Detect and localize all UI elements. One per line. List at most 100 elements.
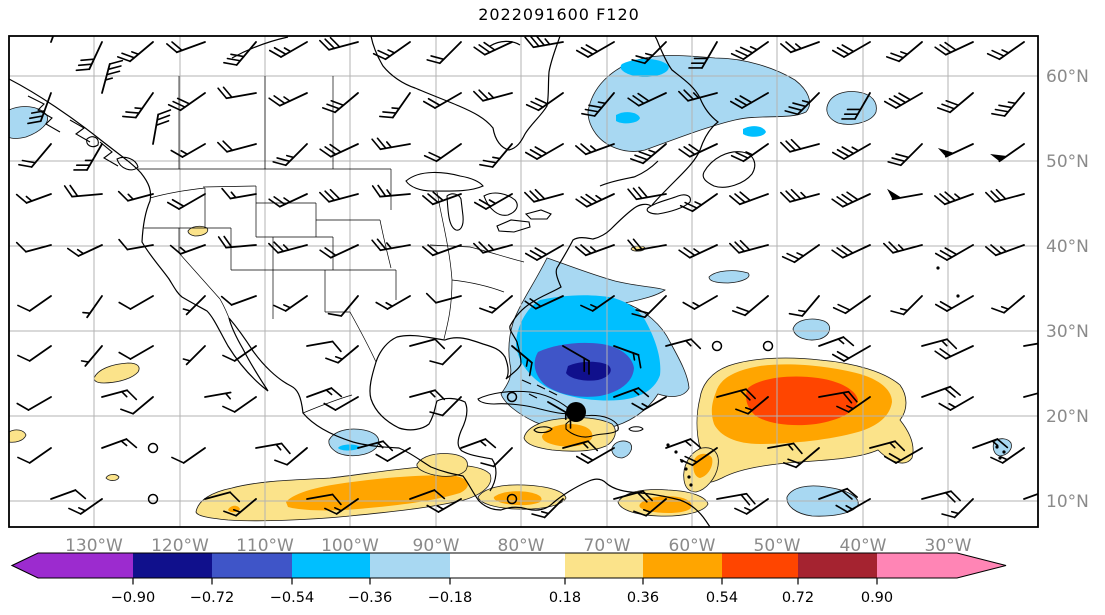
wind-barb <box>422 244 462 257</box>
wind-barb <box>120 396 154 415</box>
political-border <box>469 246 525 263</box>
wind-barb <box>170 143 206 158</box>
lake-outline <box>496 219 531 233</box>
wind-barb <box>524 188 564 203</box>
basemap <box>9 36 1006 527</box>
wind-barb <box>835 498 871 513</box>
wind-barb <box>323 396 359 411</box>
wind-barb <box>941 498 974 519</box>
wind-barb <box>473 193 513 210</box>
wind-barb <box>473 241 513 254</box>
wind-barb <box>268 41 308 58</box>
wind-barb <box>479 295 513 314</box>
wind-barb <box>167 92 206 112</box>
chart-title: 2022091600 F120 <box>478 5 640 24</box>
wind-barb <box>171 447 206 464</box>
wind-barb <box>678 244 718 259</box>
wind-barb <box>426 498 462 513</box>
wind-barb <box>50 489 87 500</box>
lon-tick-label: 30°W <box>925 536 972 556</box>
political-border <box>202 185 257 188</box>
wind-barb <box>80 345 103 367</box>
wind-barb <box>118 295 154 310</box>
lake-outline <box>446 193 464 231</box>
wind-barb <box>627 238 667 252</box>
island-outline <box>27 95 61 133</box>
baja-pos-streak <box>93 362 140 384</box>
wind-barb <box>730 41 769 61</box>
guatemala-pos <box>416 453 468 477</box>
wind-barb <box>223 498 257 517</box>
wind-barb <box>575 143 615 156</box>
wind-barb <box>832 295 871 315</box>
wind-barb <box>371 238 411 252</box>
pacific-pos-core <box>286 475 468 511</box>
wind-barb <box>217 140 257 153</box>
wind-barb <box>783 447 820 469</box>
wind-barb <box>50 36 55 43</box>
labrador-sea-neg <box>826 91 877 125</box>
wind-barb <box>319 143 359 158</box>
wind-barb <box>734 498 769 515</box>
island-outline <box>533 426 553 434</box>
wind-barb <box>678 143 718 158</box>
wind-barb <box>934 295 974 312</box>
wind-barb <box>524 244 564 261</box>
wind-barb <box>990 447 1025 464</box>
wind-barb <box>17 295 52 312</box>
wind-barb <box>631 295 667 319</box>
wind-barb <box>460 438 497 449</box>
colorbar-right-arrow <box>957 553 1006 578</box>
wind-barb <box>204 491 241 503</box>
lon-tick-label: 90°W <box>413 536 460 556</box>
island-outline <box>521 379 532 385</box>
wind-barb <box>220 295 257 306</box>
coastline <box>599 160 659 187</box>
wind-barb <box>986 41 1025 61</box>
wind-barb <box>780 138 820 153</box>
wind-barb <box>972 438 1009 449</box>
wind-barb <box>784 92 820 116</box>
wind-barb <box>788 295 820 317</box>
wind-barb <box>322 92 359 114</box>
wind-barb <box>15 193 52 204</box>
coastline <box>375 203 652 380</box>
wind-barb <box>272 143 308 167</box>
political-border <box>379 219 392 269</box>
political-border <box>429 244 471 248</box>
wind-barb <box>575 447 615 464</box>
quebec-neg-core-1 <box>620 58 669 77</box>
wind-barb <box>222 345 257 362</box>
colorbar-tick-label: −0.36 <box>348 590 392 606</box>
lon-tick-label: 70°W <box>584 536 631 556</box>
map-layers <box>9 36 1038 527</box>
wind-barb <box>255 442 291 455</box>
island-outline <box>646 194 691 215</box>
wind-barb <box>869 440 906 452</box>
colorbar-tick-label: −0.72 <box>190 590 234 606</box>
wind-barb <box>17 447 52 464</box>
wind-barb <box>422 191 462 206</box>
wind-barb <box>18 143 52 168</box>
lake-outline <box>483 192 518 216</box>
wind-barb <box>423 143 462 163</box>
wind-barb <box>222 396 257 413</box>
colorbar-left-arrow <box>12 553 38 578</box>
wind-barb <box>665 438 702 449</box>
colorbar-segment <box>565 553 643 578</box>
colorbar: −0.90 −0.72 −0.54 −0.36 −0.18 0.18 0.36 0.54 0.7… <box>10 552 1007 606</box>
colorbar-tick-label: 0.18 <box>549 590 581 606</box>
lon-tick-label: 60°W <box>669 536 716 556</box>
wind-barb <box>688 41 718 69</box>
wind-barb <box>101 59 124 94</box>
wind-barb <box>17 345 52 362</box>
wind-barb <box>627 92 667 107</box>
wind-barb <box>152 109 172 145</box>
lat-tick-label: 50°N <box>1046 152 1089 172</box>
calm-wind-circle <box>506 493 518 505</box>
calm-wind-circle <box>147 493 159 505</box>
wind-barb <box>630 143 667 165</box>
political-border <box>436 191 453 340</box>
wind-barb <box>991 295 1025 314</box>
